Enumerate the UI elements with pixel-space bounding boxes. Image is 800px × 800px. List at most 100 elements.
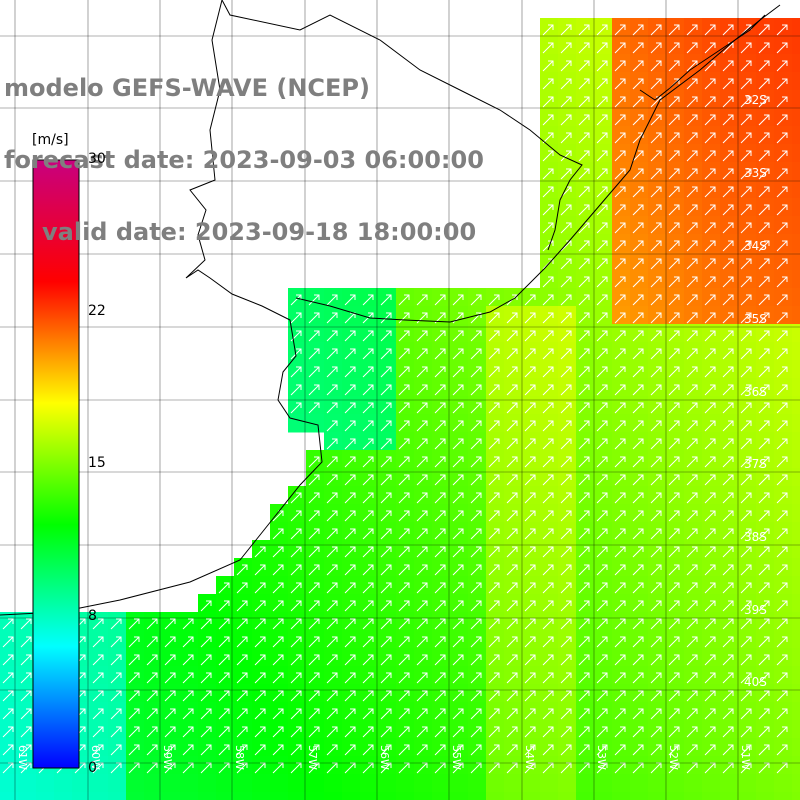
wind-arrow	[272, 708, 284, 720]
wind-arrow	[110, 690, 122, 702]
wind-arrow	[668, 240, 680, 252]
wind-arrow	[614, 240, 626, 252]
wind-arrow	[254, 672, 266, 684]
wind-arrow	[578, 366, 590, 378]
wind-arrow	[20, 636, 32, 648]
wind-arrow	[758, 312, 770, 324]
wind-arrow	[488, 366, 500, 378]
wind-arrow	[614, 168, 626, 180]
wind-arrow	[452, 438, 464, 450]
wind-arrow	[740, 474, 752, 486]
wind-arrow	[704, 330, 716, 342]
wind-arrow	[776, 456, 788, 468]
wind-arrow	[614, 636, 626, 648]
wind-arrow	[164, 672, 176, 684]
wind-arrow	[704, 726, 716, 738]
wind-arrow	[380, 654, 392, 666]
wind-arrow	[560, 456, 572, 468]
wind-arrow	[578, 186, 590, 198]
wind-arrow	[470, 474, 482, 486]
wind-arrow	[200, 744, 212, 756]
wind-arrow	[362, 312, 374, 324]
wind-arrow	[776, 186, 788, 198]
wind-arrow	[686, 672, 698, 684]
wind-arrow	[542, 690, 554, 702]
wind-arrow	[578, 150, 590, 162]
wind-arrow	[362, 510, 374, 522]
wind-arrow	[326, 708, 338, 720]
wind-arrow	[578, 528, 590, 540]
wind-arrow	[218, 600, 230, 612]
wind-arrow	[632, 492, 644, 504]
wind-arrow	[452, 474, 464, 486]
wind-arrow	[380, 420, 392, 432]
wind-arrow	[650, 690, 662, 702]
wind-arrow	[650, 474, 662, 486]
wind-arrow	[776, 438, 788, 450]
wind-arrow	[290, 672, 302, 684]
wind-arrow	[308, 672, 320, 684]
wind-arrow	[92, 744, 104, 756]
wind-arrow	[236, 708, 248, 720]
wind-arrow	[560, 636, 572, 648]
wind-arrow	[2, 636, 14, 648]
wind-arrow	[650, 78, 662, 90]
wind-arrow	[686, 258, 698, 270]
wind-arrow	[380, 744, 392, 756]
colorbar-tick-label: 8	[88, 608, 97, 624]
wind-arrow	[542, 60, 554, 72]
wind-arrow	[254, 546, 266, 558]
wind-arrow	[344, 402, 356, 414]
wind-arrow	[452, 492, 464, 504]
wind-arrow	[740, 186, 752, 198]
wind-arrow	[650, 240, 662, 252]
wind-arrow	[614, 726, 626, 738]
wind-arrow	[362, 402, 374, 414]
wind-arrow	[290, 618, 302, 630]
wind-arrow	[650, 672, 662, 684]
wind-arrow	[398, 636, 410, 648]
wind-arrow	[722, 168, 734, 180]
wind-arrow	[200, 690, 212, 702]
wind-arrow	[506, 438, 518, 450]
wind-arrow	[668, 222, 680, 234]
wind-arrow	[632, 690, 644, 702]
wind-arrow	[650, 492, 662, 504]
wind-arrow	[524, 726, 536, 738]
wind-arrow	[614, 132, 626, 144]
wind-arrow	[398, 618, 410, 630]
wind-arrow	[632, 258, 644, 270]
wind-arrow	[344, 546, 356, 558]
wind-arrow	[380, 402, 392, 414]
wind-arrow	[488, 330, 500, 342]
wind-arrow	[20, 654, 32, 666]
colorbar-tick-label: 30	[88, 151, 106, 167]
wind-arrow	[578, 474, 590, 486]
wind-arrow	[596, 366, 608, 378]
wind-arrow	[434, 582, 446, 594]
wind-arrow	[182, 708, 194, 720]
wind-arrow	[398, 474, 410, 486]
wind-arrow	[740, 744, 752, 756]
wind-arrow	[596, 690, 608, 702]
wind-arrow	[632, 672, 644, 684]
wind-arrow	[776, 168, 788, 180]
wind-arrow	[344, 366, 356, 378]
wind-arrow	[164, 708, 176, 720]
wind-arrow	[650, 96, 662, 108]
wind-arrow	[452, 366, 464, 378]
wind-arrow	[758, 60, 770, 72]
wind-arrow	[614, 600, 626, 612]
wind-arrow	[290, 708, 302, 720]
wind-arrow	[146, 708, 158, 720]
wind-arrow	[560, 78, 572, 90]
wind-arrow	[236, 672, 248, 684]
wind-arrow	[758, 582, 770, 594]
wind-arrow	[560, 276, 572, 288]
wind-arrow	[704, 96, 716, 108]
wind-arrow	[308, 654, 320, 666]
wind-arrow	[272, 600, 284, 612]
wind-arrow	[686, 222, 698, 234]
wind-arrow	[578, 60, 590, 72]
wind-arrow	[506, 348, 518, 360]
